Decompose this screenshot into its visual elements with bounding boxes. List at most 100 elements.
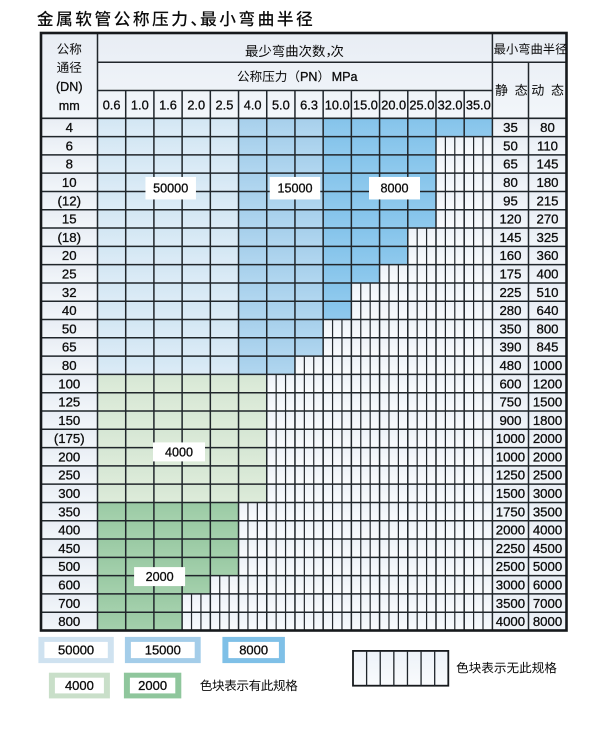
svg-text:150: 150	[58, 413, 80, 428]
svg-text:2.5: 2.5	[216, 97, 234, 112]
svg-text:845: 845	[536, 340, 558, 355]
svg-text:0.6: 0.6	[103, 97, 121, 112]
svg-text:8000: 8000	[239, 643, 268, 658]
svg-text:(12): (12)	[58, 193, 81, 208]
svg-text:35.0: 35.0	[466, 97, 491, 112]
svg-text:510: 510	[536, 285, 558, 300]
svg-text:400: 400	[536, 266, 558, 281]
svg-text:4000: 4000	[65, 678, 94, 693]
svg-text:6000: 6000	[533, 577, 562, 592]
svg-text:mm: mm	[59, 99, 80, 113]
svg-text:100: 100	[58, 376, 80, 391]
svg-text:1000: 1000	[533, 358, 562, 373]
svg-text:800: 800	[536, 321, 558, 336]
svg-text:1500: 1500	[533, 395, 562, 410]
svg-text:65: 65	[62, 340, 77, 355]
svg-text:200: 200	[58, 449, 80, 464]
svg-text:4500: 4500	[533, 541, 562, 556]
svg-text:2000: 2000	[138, 678, 167, 693]
svg-text:2500: 2500	[533, 468, 562, 483]
svg-text:4000: 4000	[533, 523, 562, 538]
svg-text:20.0: 20.0	[381, 97, 406, 112]
svg-text:700: 700	[58, 596, 80, 611]
svg-text:32: 32	[62, 285, 77, 300]
svg-text:1200: 1200	[533, 376, 562, 391]
svg-text:180: 180	[536, 175, 558, 190]
svg-text:(DN): (DN)	[56, 80, 83, 94]
svg-text:4: 4	[66, 120, 73, 135]
svg-text:6: 6	[66, 138, 73, 153]
svg-text:1500: 1500	[496, 486, 525, 501]
svg-text:3500: 3500	[533, 504, 562, 519]
svg-text:15000: 15000	[277, 182, 312, 196]
svg-text:1000: 1000	[496, 431, 525, 446]
svg-text:360: 360	[536, 248, 558, 263]
svg-text:1750: 1750	[496, 504, 525, 519]
svg-text:800: 800	[58, 614, 80, 629]
svg-text:2500: 2500	[496, 559, 525, 574]
svg-text:50: 50	[503, 138, 518, 153]
svg-text:1800: 1800	[533, 413, 562, 428]
svg-text:PN: PN	[300, 70, 318, 84]
svg-text:280: 280	[499, 303, 521, 318]
svg-text:3500: 3500	[496, 596, 525, 611]
svg-text:450: 450	[58, 541, 80, 556]
svg-text:225: 225	[499, 285, 521, 300]
svg-text:32.0: 32.0	[438, 97, 463, 112]
svg-text:160: 160	[499, 248, 521, 263]
svg-text:4000: 4000	[165, 445, 193, 459]
svg-text:2000: 2000	[533, 449, 562, 464]
svg-text:400: 400	[58, 523, 80, 538]
svg-text:110: 110	[537, 138, 558, 153]
svg-text:350: 350	[58, 504, 80, 519]
svg-text:480: 480	[499, 358, 521, 373]
svg-text:325: 325	[536, 230, 558, 245]
svg-text:95: 95	[503, 193, 518, 208]
svg-text:50000: 50000	[58, 643, 94, 658]
svg-text:(175): (175)	[54, 431, 85, 446]
svg-text:3000: 3000	[496, 577, 525, 592]
svg-text:2000: 2000	[146, 570, 174, 584]
svg-text:8000: 8000	[533, 614, 562, 629]
svg-text:8000: 8000	[380, 182, 408, 196]
svg-text:25.0: 25.0	[409, 97, 434, 112]
svg-text:500: 500	[58, 559, 80, 574]
svg-text:MPa: MPa	[332, 70, 358, 84]
svg-text:80: 80	[62, 358, 77, 373]
svg-text:50: 50	[62, 321, 77, 336]
svg-text:2.0: 2.0	[187, 97, 205, 112]
svg-text:145: 145	[499, 230, 521, 245]
svg-text:10.0: 10.0	[325, 97, 350, 112]
svg-text:2250: 2250	[496, 541, 525, 556]
svg-text:6.3: 6.3	[300, 97, 318, 112]
svg-text:80: 80	[503, 175, 518, 190]
svg-text:8: 8	[66, 157, 73, 172]
svg-text:270: 270	[536, 212, 558, 227]
svg-text:3000: 3000	[533, 486, 562, 501]
svg-text:65: 65	[503, 157, 518, 172]
svg-text:145: 145	[536, 157, 558, 172]
svg-text:120: 120	[499, 212, 521, 227]
svg-text:80: 80	[540, 120, 555, 135]
svg-text:25: 25	[62, 266, 77, 281]
svg-text:750: 750	[499, 395, 521, 410]
svg-text:2000: 2000	[496, 523, 525, 538]
svg-text:125: 125	[58, 395, 80, 410]
svg-text:300: 300	[58, 486, 80, 501]
svg-text:215: 215	[536, 193, 558, 208]
svg-text:1.0: 1.0	[131, 97, 149, 112]
svg-text:2000: 2000	[533, 431, 562, 446]
svg-text:4000: 4000	[496, 614, 525, 629]
svg-text:7000: 7000	[533, 596, 562, 611]
svg-text:(18): (18)	[58, 230, 81, 245]
svg-text:175: 175	[499, 266, 521, 281]
svg-text:1250: 1250	[496, 468, 525, 483]
svg-text:900: 900	[499, 413, 521, 428]
svg-text:350: 350	[499, 321, 521, 336]
svg-text:250: 250	[58, 468, 80, 483]
svg-text:4.0: 4.0	[244, 97, 262, 112]
svg-text:5000: 5000	[533, 559, 562, 574]
svg-text:1.6: 1.6	[159, 97, 177, 112]
svg-text:15000: 15000	[145, 643, 181, 658]
svg-text:15: 15	[62, 212, 77, 227]
